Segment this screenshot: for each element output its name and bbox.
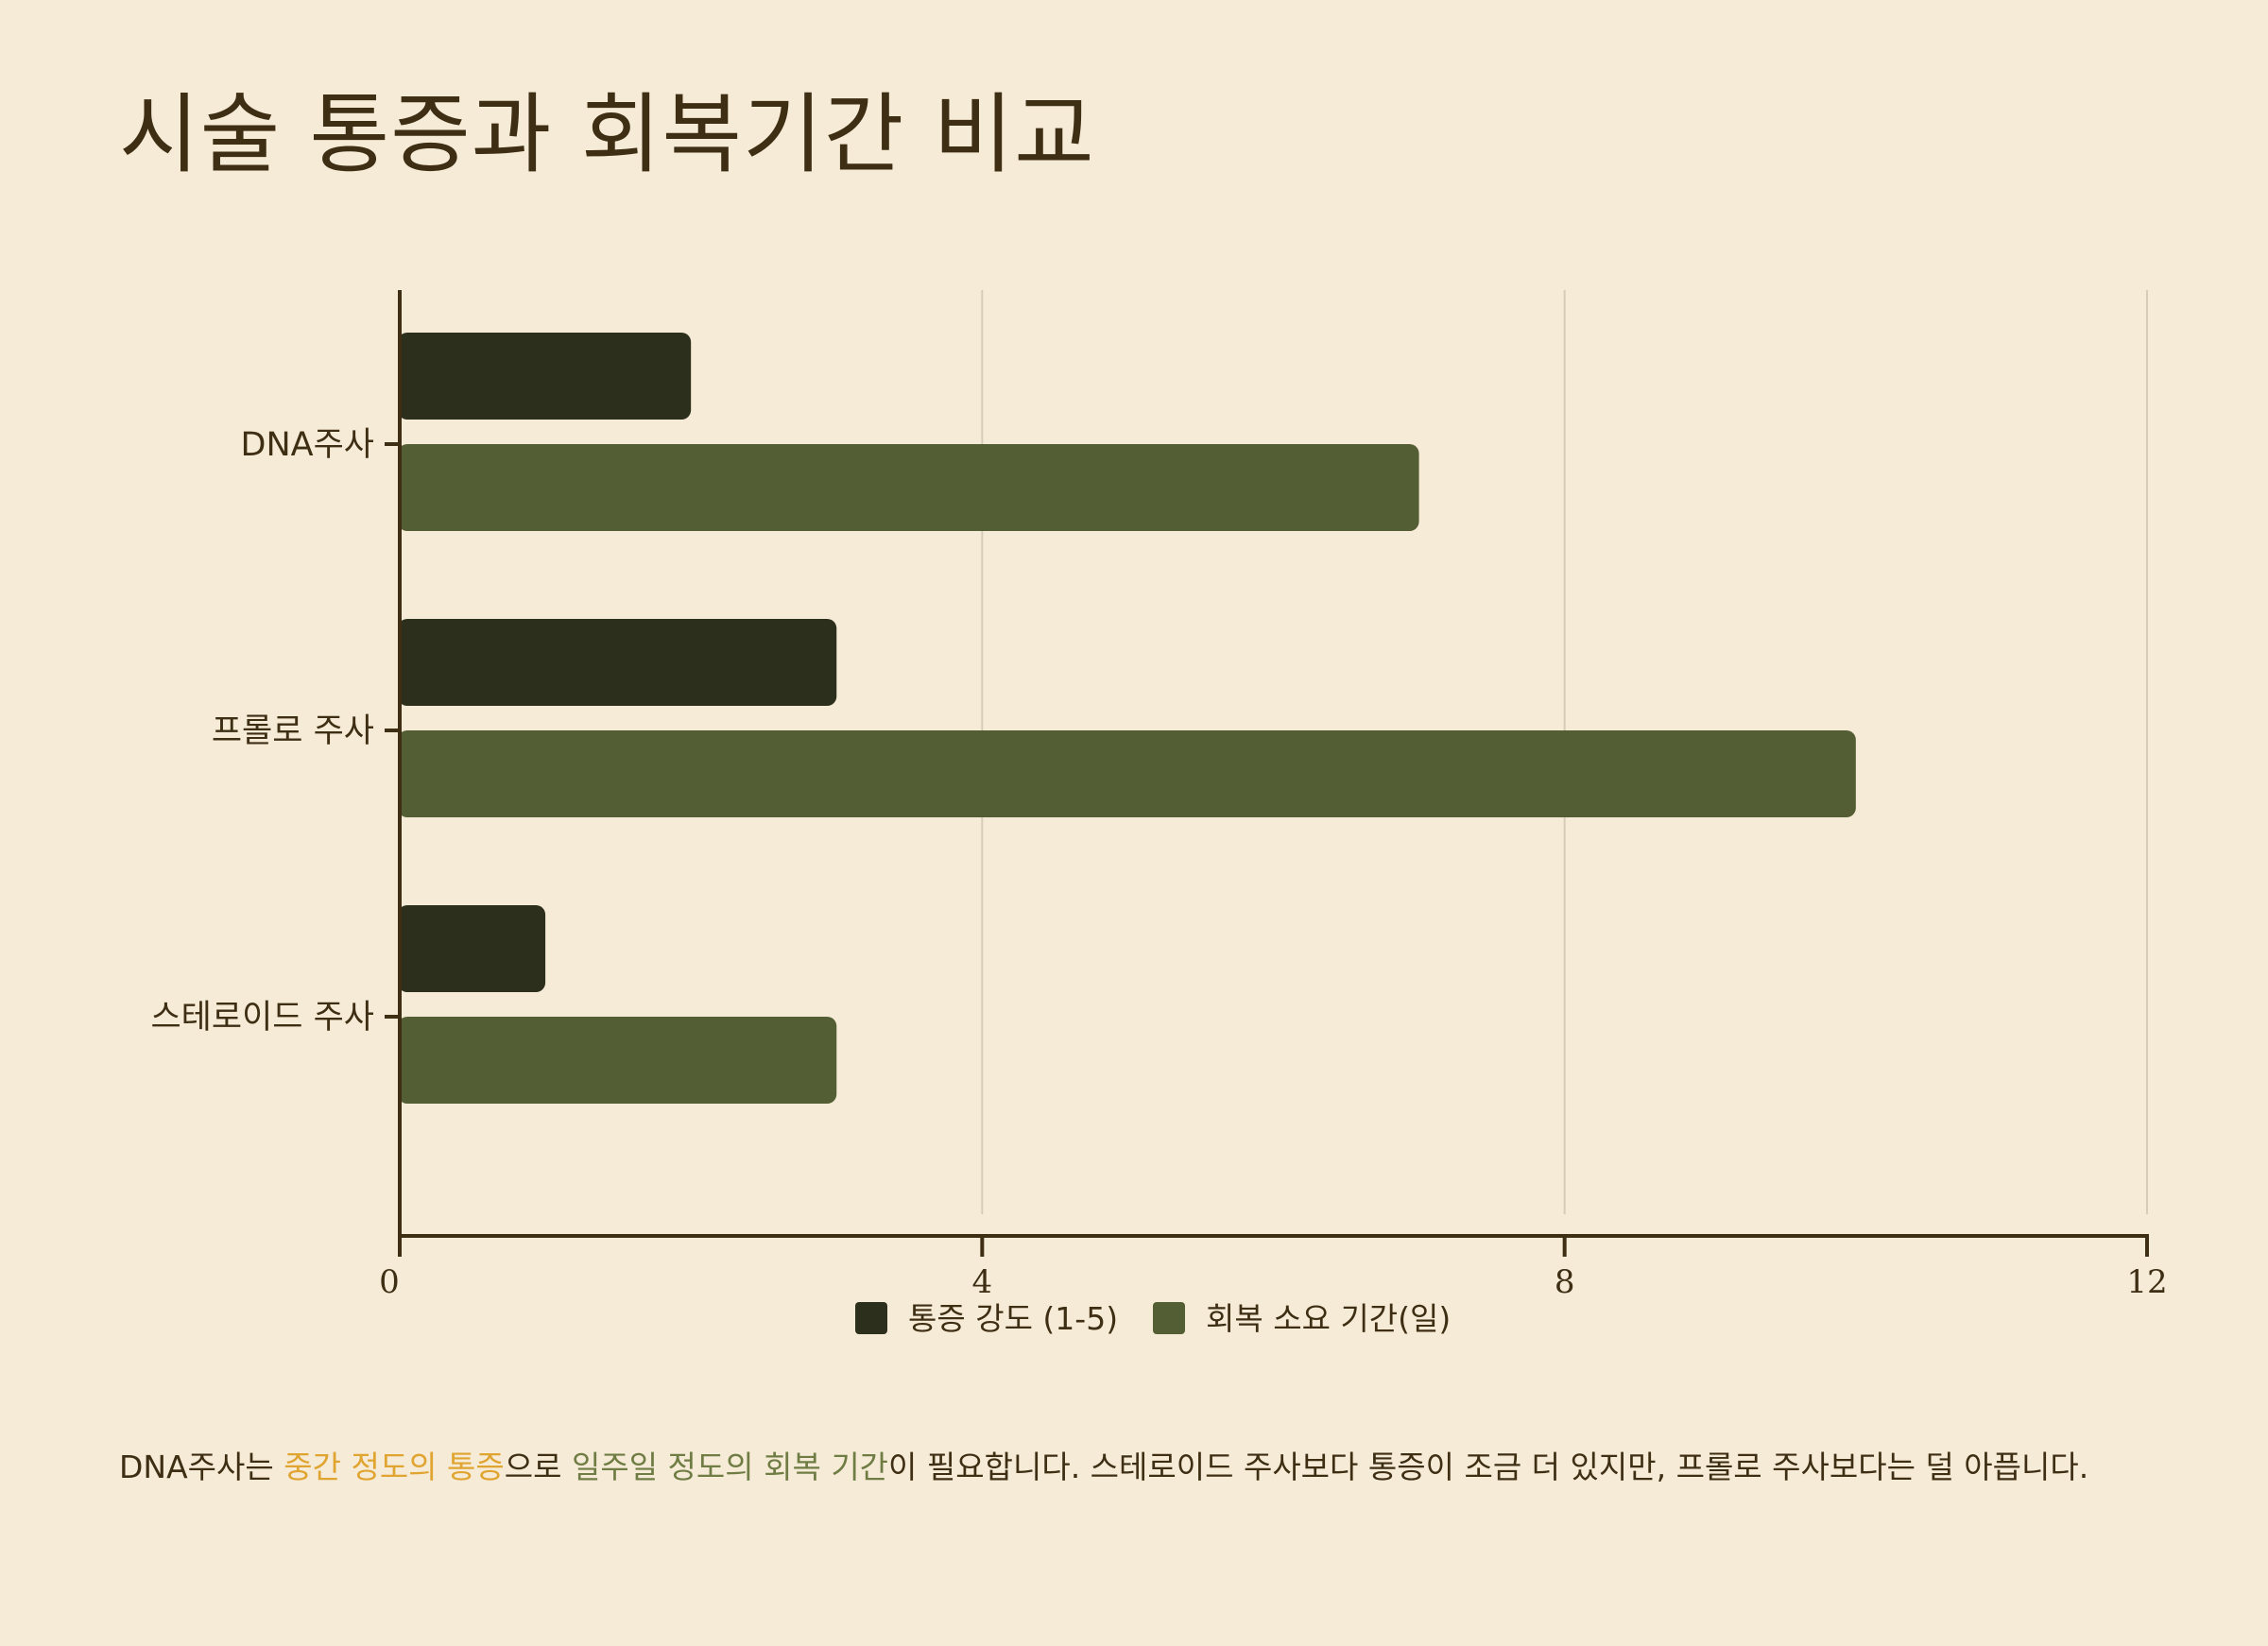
caption-text-3: 이 필요합니다. 스테로이드 주사보다 통증이 조금 더 있지만, 프롤로 주사…	[888, 1449, 2089, 1485]
bar	[398, 333, 692, 420]
bar	[398, 730, 1856, 817]
bar	[398, 619, 837, 706]
bars	[398, 333, 1856, 1104]
x-tick-label: 0	[379, 1263, 400, 1301]
x-tick-label: 4	[972, 1263, 993, 1301]
bar	[398, 905, 546, 992]
x-tick-label: 12	[2126, 1263, 2167, 1301]
legend-swatch	[855, 1302, 887, 1334]
x-tick-label: 8	[1555, 1263, 1575, 1301]
y-tick-label: DNA주사	[241, 426, 374, 464]
caption-text-2: 으로	[504, 1449, 572, 1485]
bar	[398, 1017, 837, 1104]
legend-swatch	[1153, 1302, 1185, 1334]
y-tick-label: 프롤로 주사	[212, 712, 374, 750]
legend: 통증 강도 (1-5) 회복 소요 기간(일)	[855, 1300, 1451, 1337]
bar	[398, 444, 1419, 531]
y-tick-label: 스테로이드 주사	[150, 999, 374, 1037]
legend-label: 통증 강도 (1-5)	[908, 1300, 1118, 1337]
caption-text-1: DNA주사는	[119, 1449, 284, 1485]
legend-label: 회복 소요 기간(일)	[1206, 1300, 1451, 1337]
caption-highlight-recovery: 일주일 정도의 회복 기간	[571, 1449, 889, 1485]
axes	[385, 290, 2149, 1257]
chart-title: 시술 통증과 회복기간 비교	[119, 84, 1095, 185]
caption-highlight-pain: 중간 정도의 통증	[284, 1449, 505, 1485]
chart-caption: DNA주사는 중간 정도의 통증으로 일주일 정도의 회복 기간이 필요합니다.…	[119, 1441, 2160, 1494]
